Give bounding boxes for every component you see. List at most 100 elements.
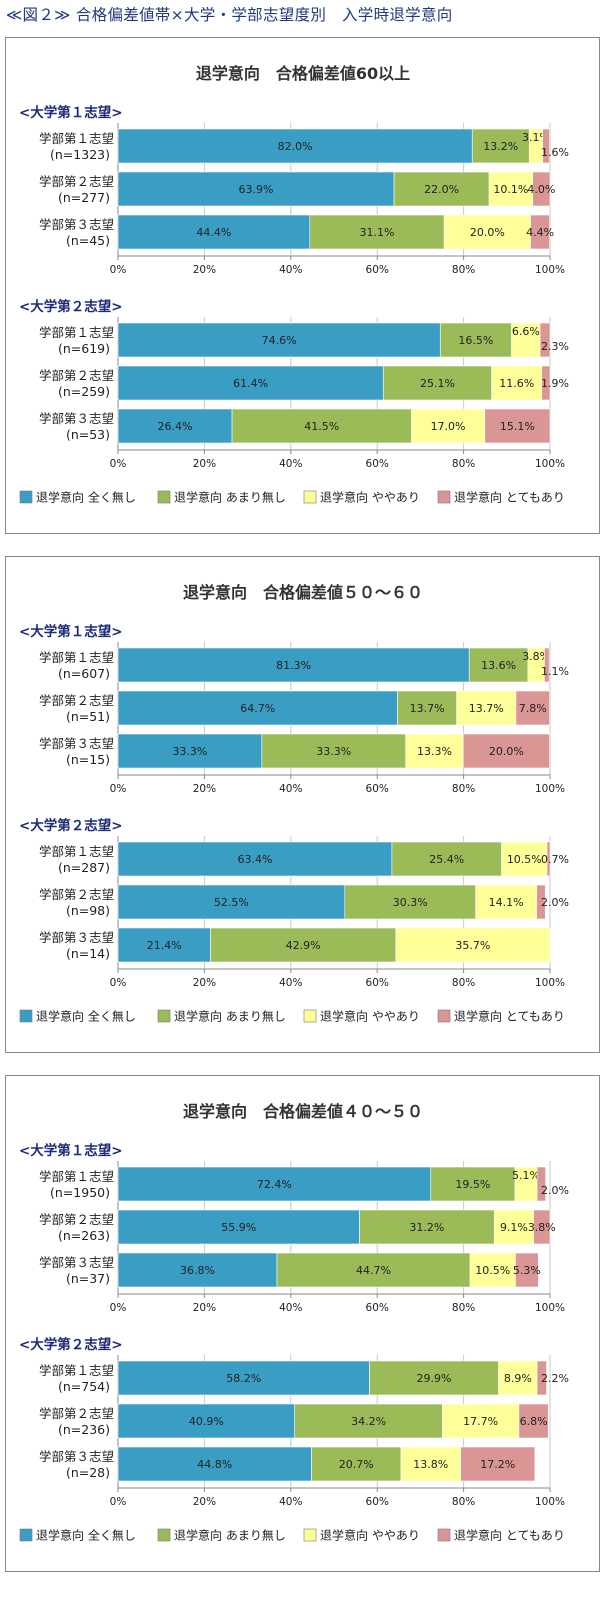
data-label: 1.1% (541, 665, 569, 678)
legend-label: 退学意向 ややあり (320, 1528, 420, 1543)
bar-segment-much (515, 1252, 539, 1288)
data-label: 34.2% (351, 1415, 386, 1428)
x-tick-label: 60% (366, 458, 389, 470)
bar-segment-much (484, 408, 551, 444)
data-label: 20.0% (489, 745, 524, 758)
data-label: 17.2% (480, 1458, 515, 1471)
data-label: 72.4% (257, 1178, 292, 1191)
legend-swatch (303, 1009, 317, 1023)
data-label: 6.8% (520, 1415, 548, 1428)
row-label: 学部第１志望 (39, 1169, 114, 1184)
bar-segment-none (117, 214, 311, 250)
legend-label: 退学意向 全く無し (36, 490, 136, 505)
data-label: 61.4% (233, 377, 268, 390)
bar-segment-some (442, 1403, 520, 1439)
bar-segment-some (511, 322, 541, 358)
data-label: 30.3% (393, 896, 428, 909)
row-label: 学部第３志望 (39, 1255, 114, 1270)
bar-segment-much (542, 128, 550, 164)
row-label: 学部第１志望 (39, 131, 114, 146)
row-n-label: (n=263) (58, 1228, 110, 1243)
row-n-label: (n=287) (58, 860, 110, 875)
bar-segment-little (344, 884, 476, 920)
data-label: 20.0% (470, 226, 505, 239)
row-n-label: (n=277) (58, 190, 110, 205)
data-label: 4.0% (527, 183, 555, 196)
bar-segment-much (546, 841, 551, 877)
chart-panel-3: 退学意向 合格偏差値４０～５０ <大学第１志望> 0% 20% 40% 60% 80% 100… (5, 1075, 600, 1572)
data-label: 1.9% (541, 377, 569, 390)
data-label: 36.8% (180, 1264, 215, 1277)
bar-segment-little (261, 733, 407, 769)
data-label: 42.9% (286, 939, 321, 952)
bar-segment-none (117, 690, 398, 726)
row-label: 学部第１志望 (39, 650, 114, 665)
x-tick-label: 0% (110, 1496, 127, 1508)
x-tick-label: 20% (193, 264, 216, 276)
legend-swatch (157, 1009, 171, 1023)
bar-segment-some (395, 927, 551, 963)
data-label: 10.1% (493, 183, 528, 196)
legend-swatch (303, 1528, 317, 1542)
data-label: 25.4% (429, 853, 464, 866)
bar-segment-some (469, 1252, 516, 1288)
x-tick-label: 100% (535, 458, 565, 470)
data-label: 31.1% (360, 226, 395, 239)
row-n-label: (n=45) (66, 233, 110, 248)
data-label: 55.9% (221, 1221, 256, 1234)
legend-swatch (19, 1528, 33, 1542)
x-tick-label: 40% (279, 783, 302, 795)
bar-segment-little (309, 214, 445, 250)
data-label: 8.9% (504, 1372, 532, 1385)
chart-svg: 退学意向 合格偏差値60以上 <大学第１志望> 0% 20% 40% 60% 80% 100%… (19, 64, 569, 505)
row-label: 学部第３志望 (39, 217, 114, 232)
bar-segment-little (311, 1446, 402, 1482)
x-tick-label: 100% (535, 1302, 565, 1314)
bar-segment-some (405, 733, 464, 769)
bar-segment-none (117, 1252, 278, 1288)
data-label: 7.8% (519, 702, 547, 715)
bar-segment-little (430, 1166, 516, 1202)
bar-segment-none (117, 841, 393, 877)
x-tick-label: 40% (279, 1302, 302, 1314)
legend-label: 退学意向 全く無し (36, 1009, 136, 1024)
x-tick-label: 20% (193, 458, 216, 470)
row-n-label: (n=754) (58, 1379, 110, 1394)
bar-segment-none (117, 647, 470, 683)
legend-swatch (437, 1528, 451, 1542)
data-label: 0.7% (541, 853, 569, 866)
x-tick-label: 20% (193, 783, 216, 795)
x-tick-label: 100% (535, 264, 565, 276)
data-label: 19.5% (455, 1178, 490, 1191)
bar-segment-much (544, 647, 550, 683)
bar-segment-none (117, 365, 384, 401)
data-label: 35.7% (455, 939, 490, 952)
data-label: 13.2% (483, 140, 518, 153)
bar-segment-much (460, 1446, 536, 1482)
legend-label: 退学意向 あまり無し (174, 1009, 286, 1024)
bar-segment-little (397, 690, 457, 726)
data-label: 13.3% (417, 745, 452, 758)
bar-segment-little (391, 841, 502, 877)
x-tick-label: 40% (279, 458, 302, 470)
row-label: 学部第３志望 (39, 411, 114, 426)
data-label: 2.0% (541, 896, 569, 909)
bar-segment-much (462, 733, 550, 769)
data-label: 13.7% (410, 702, 445, 715)
bar-segment-much (518, 1403, 549, 1439)
row-n-label: (n=619) (58, 341, 110, 356)
data-label: 21.4% (147, 939, 182, 952)
row-label: 学部第１志望 (39, 325, 114, 340)
x-tick-label: 80% (452, 264, 475, 276)
x-tick-label: 0% (110, 264, 127, 276)
data-label: 22.0% (424, 183, 459, 196)
row-label: 学部第１志望 (39, 1363, 114, 1378)
data-label: 13.7% (469, 702, 504, 715)
x-tick-label: 20% (193, 1496, 216, 1508)
legend-swatch (303, 490, 317, 504)
x-tick-label: 80% (452, 458, 475, 470)
legend-label: 退学意向 ややあり (320, 490, 420, 505)
data-label: 20.7% (339, 1458, 374, 1471)
x-tick-label: 40% (279, 264, 302, 276)
legend-label: 退学意向 とてもあり (454, 1528, 565, 1543)
